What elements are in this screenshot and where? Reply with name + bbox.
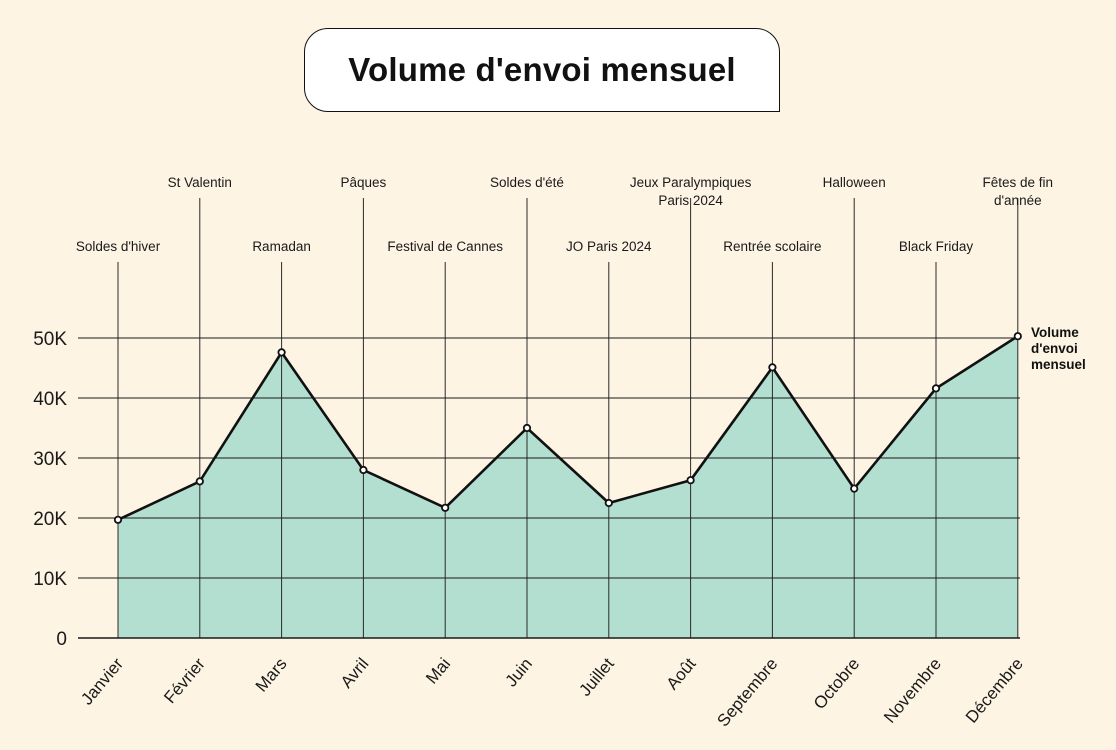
data-point [604,498,613,508]
data-point [113,515,123,524]
data-point [441,503,450,512]
event-label: Festival de Cannes [387,239,503,254]
event-label: Ramadan [252,239,311,254]
data-point [195,477,204,486]
data-point [931,384,941,393]
event-label: Soldes d'hiver [76,239,161,254]
legend-label: Volume [1031,325,1079,340]
x-tick-label: Février [160,654,209,707]
data-point [1013,332,1022,341]
y-tick-label: 30K [33,449,67,470]
area-fill [118,336,1018,638]
event-label: St Valentin [168,175,232,190]
x-tick-label: Décembre [962,654,1027,726]
legend-label: d'envoi [1031,341,1078,356]
event-label: Fêtes de fin [983,175,1054,190]
x-tick-label: Novembre [880,654,945,726]
event-label: Rentrée scolaire [723,239,821,254]
series-line [117,335,1019,521]
x-tick-label: Juillet [575,654,618,700]
x-tick-label: Juin [501,654,536,690]
event-label: Soldes d'été [490,175,564,190]
data-point [850,484,859,493]
event-label: Jeux Paralympiques [630,175,752,190]
x-tick-label: Octobre [810,654,863,713]
chart-title: Volume d'envoi mensuel [304,28,780,112]
legend-label: mensuel [1031,357,1086,372]
x-tick-label: Mai [422,654,454,687]
y-tick-label: 40K [33,389,67,410]
data-point [277,348,286,357]
event-label: Black Friday [899,239,974,254]
x-tick-label: Janvier [77,654,127,708]
y-tick-label: 50K [33,329,67,350]
event-label: Paris 2024 [658,193,723,208]
data-point [686,476,695,485]
event-label: JO Paris 2024 [566,239,652,254]
x-tick-label: Septembre [713,654,781,730]
data-point [522,423,532,433]
y-tick-label: 10K [33,569,67,590]
x-tick-label: Mars [252,654,291,695]
y-tick-label: 0 [56,629,67,650]
event-label: d'année [994,193,1042,208]
data-point [359,465,368,475]
event-label: Pâques [341,175,387,190]
data-point [768,363,777,372]
y-tick-label: 20K [33,509,67,530]
x-tick-label: Août [663,654,700,693]
event-label: Halloween [823,175,886,190]
x-tick-label: Avril [337,654,373,691]
